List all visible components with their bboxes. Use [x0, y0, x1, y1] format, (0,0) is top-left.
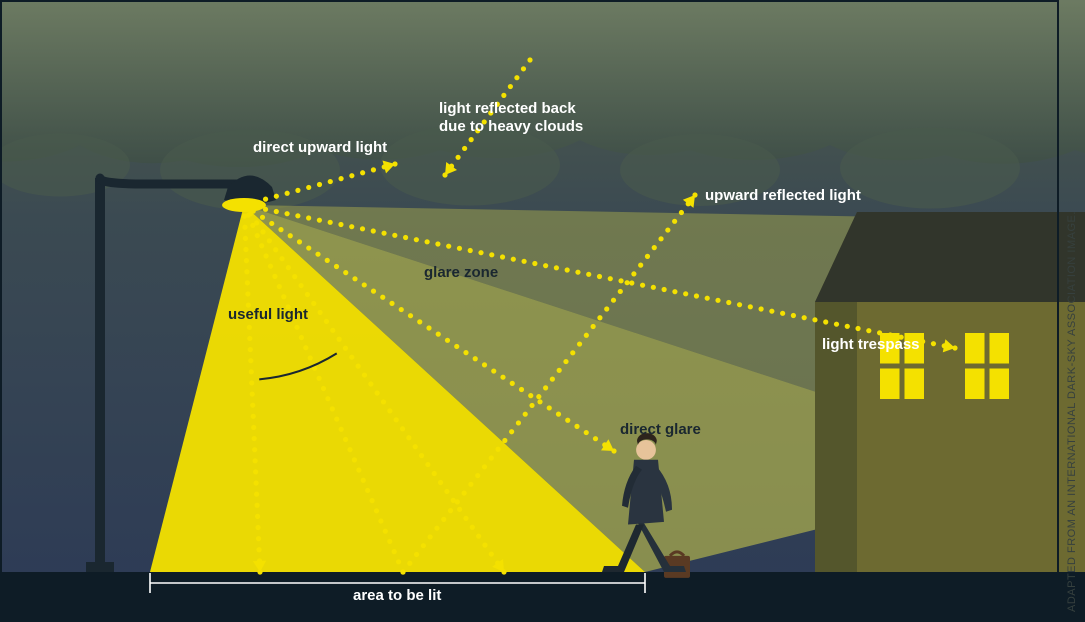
label-reflected_back: light reflected back	[439, 100, 576, 117]
ground	[0, 572, 1085, 622]
label-direct_upward: direct upward light	[253, 139, 387, 156]
light-pollution-diagram: direct upward lightlight reflected backd…	[0, 0, 1085, 622]
window-1	[965, 333, 1009, 399]
label-reflected_back2: due to heavy clouds	[439, 118, 583, 135]
house	[815, 212, 1085, 572]
label-useful_light: useful light	[228, 306, 308, 323]
label-upward_reflected: upward reflected light	[705, 187, 861, 204]
label-direct_glare: direct glare	[620, 421, 701, 438]
label-area_to_be_lit: area to be lit	[353, 587, 441, 604]
credit-line: ADAPTED FROM AN INTERNATIONAL DARK-SKY A…	[1066, 211, 1078, 612]
label-light_trespass: light trespass	[822, 336, 920, 353]
label-glare_zone: glare zone	[424, 264, 498, 281]
